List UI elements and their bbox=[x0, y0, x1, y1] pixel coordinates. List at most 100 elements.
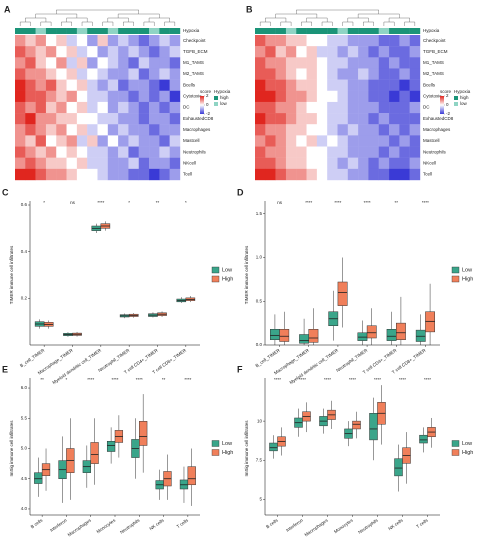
heat-cell bbox=[296, 135, 307, 147]
legend-swatch bbox=[451, 440, 460, 447]
heat-cell bbox=[138, 101, 150, 114]
heat-cell bbox=[285, 146, 297, 158]
heat-cell bbox=[118, 135, 129, 147]
heat-cell bbox=[306, 168, 318, 181]
significance: **** bbox=[422, 200, 429, 205]
heat-cell bbox=[409, 79, 421, 91]
x-tick-label: B_cell_TIMER bbox=[254, 347, 281, 368]
heat-cell bbox=[45, 90, 57, 103]
heat-cell bbox=[358, 68, 369, 80]
heat-cell bbox=[265, 57, 276, 69]
row-label: M1_TAMS bbox=[423, 60, 444, 65]
heat-cell bbox=[399, 46, 410, 58]
legend-tick-label: 2 bbox=[446, 93, 449, 98]
y-tick-label: 5.0 bbox=[21, 446, 28, 451]
heat-cell bbox=[169, 35, 181, 47]
heat-cell bbox=[265, 135, 276, 147]
heat-cell bbox=[409, 35, 421, 47]
heat-cell bbox=[15, 46, 26, 58]
heat-cell bbox=[347, 68, 359, 80]
heat-cell bbox=[347, 146, 359, 158]
legend-title: Hypoxia bbox=[214, 89, 231, 94]
heat-cell bbox=[327, 157, 338, 170]
dendrogram bbox=[383, 21, 395, 26]
heat-cell bbox=[149, 90, 160, 103]
legend-tick-label: 0 bbox=[206, 102, 209, 107]
heat-cell bbox=[25, 113, 36, 125]
heat-cell bbox=[399, 157, 410, 170]
heat-cell bbox=[409, 168, 421, 181]
annotation-cell bbox=[25, 28, 36, 34]
heat-cell bbox=[285, 57, 297, 69]
heat-cell bbox=[97, 157, 109, 170]
x-tick-label: Neutrophils bbox=[119, 517, 141, 535]
heat-cell bbox=[128, 35, 139, 47]
heat-cell bbox=[255, 46, 266, 58]
heat-cell bbox=[169, 101, 181, 114]
annotation-cell bbox=[66, 28, 78, 34]
legend-swatch bbox=[214, 96, 218, 100]
annotation-cell bbox=[327, 28, 338, 34]
heat-cell bbox=[296, 46, 307, 58]
heat-cell bbox=[107, 68, 119, 80]
heat-cell bbox=[97, 68, 109, 80]
significance: * bbox=[43, 200, 45, 205]
heat-cell bbox=[76, 101, 88, 114]
dendrogram bbox=[66, 17, 88, 22]
heat-cell bbox=[45, 79, 57, 91]
heat-cell bbox=[306, 157, 318, 170]
heat-cell bbox=[66, 101, 78, 114]
significance: * bbox=[66, 377, 68, 382]
heat-cell bbox=[306, 135, 318, 147]
y-tick-label: 5.5 bbox=[21, 415, 28, 420]
heat-cell bbox=[285, 79, 297, 91]
heat-cell bbox=[56, 46, 67, 58]
heat-cell bbox=[327, 168, 338, 181]
heat-cell bbox=[265, 146, 276, 158]
y-tick-label: 7.5 bbox=[256, 457, 263, 462]
box bbox=[106, 440, 116, 452]
heat-cell bbox=[327, 113, 338, 125]
heat-cell bbox=[159, 124, 170, 136]
heat-cell bbox=[327, 135, 338, 147]
heat-cell bbox=[128, 124, 139, 136]
heat-cell bbox=[25, 157, 36, 170]
legend-label: low bbox=[220, 101, 228, 106]
heat-cell bbox=[35, 46, 47, 58]
heat-cell bbox=[358, 90, 369, 103]
x-tick-label: Myeloid dendritic cell_TIMER bbox=[289, 347, 340, 385]
heat-cell bbox=[378, 146, 390, 158]
heat-cell bbox=[56, 146, 67, 158]
annotation-cell bbox=[169, 28, 181, 34]
heat-cell bbox=[347, 90, 359, 103]
heat-cell bbox=[128, 168, 139, 181]
y-tick-label: 4.0 bbox=[21, 506, 28, 511]
heat-cell bbox=[347, 57, 359, 69]
heat-cell bbox=[97, 90, 109, 103]
heat-cell bbox=[169, 146, 181, 158]
row-label: DC bbox=[423, 105, 430, 110]
heat-cell bbox=[15, 79, 26, 91]
row-label: M1_TAMS bbox=[183, 60, 204, 65]
heat-cell bbox=[66, 46, 78, 58]
heat-cell bbox=[275, 113, 287, 125]
row-label: Tcell bbox=[423, 172, 432, 177]
heat-cell bbox=[306, 57, 318, 69]
legend-title: score bbox=[200, 89, 212, 94]
heat-cell bbox=[15, 168, 26, 181]
x-tick-label: T cells bbox=[176, 517, 190, 529]
heat-cell bbox=[265, 68, 276, 80]
dendrogram bbox=[56, 9, 139, 14]
heat-cell bbox=[255, 168, 266, 181]
heat-cell bbox=[368, 35, 379, 47]
heat-cell bbox=[159, 135, 170, 147]
row-label: Bcells bbox=[423, 82, 436, 87]
heat-cell bbox=[368, 79, 379, 91]
dendrogram bbox=[306, 17, 328, 22]
x-tick-label: Monocytes bbox=[96, 517, 117, 534]
heat-cell bbox=[296, 124, 307, 136]
heat-cell bbox=[87, 135, 98, 147]
heat-cell bbox=[159, 68, 170, 80]
heat-cell bbox=[97, 35, 109, 47]
heat-cell bbox=[285, 135, 297, 147]
